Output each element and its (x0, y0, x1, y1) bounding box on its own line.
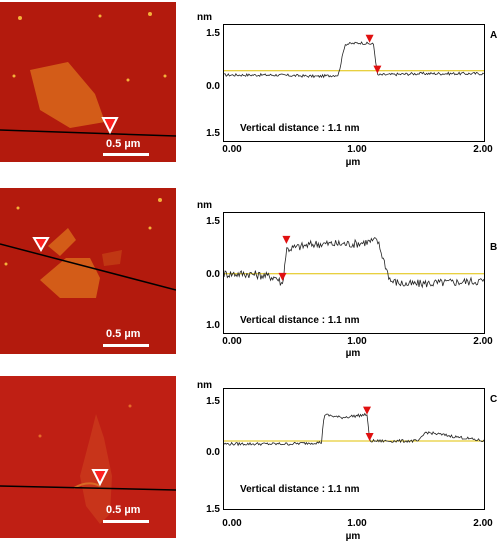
profile-plot-a: Vertical distance : 1.1 nm (223, 24, 485, 142)
cursor-marker (365, 433, 374, 441)
x-tick: 1.00 (347, 144, 367, 155)
x-tick: 1.00 (347, 336, 367, 347)
x-tick: 0.00 (222, 144, 242, 155)
height-profile-b (224, 235, 484, 289)
y-unit: nm (197, 12, 212, 23)
y-tick-top: 1.5 (206, 216, 220, 227)
profile-series-line (224, 41, 484, 79)
cursor-marker (282, 235, 291, 244)
profile-series-line (224, 237, 484, 289)
height-profile-a (224, 34, 484, 79)
afm-image-b: 0.5 µm (0, 188, 176, 354)
vertical-distance-label: Vertical distance : 1.1 nm (240, 123, 360, 134)
cursor-marker (363, 406, 371, 415)
scale-bar (103, 344, 149, 347)
vertical-distance-label: Vertical distance : 1.1 nm (240, 315, 360, 326)
y-tick-top: 1.5 (206, 28, 220, 39)
height-profile-c (224, 406, 484, 447)
x-tick: 2.00 (473, 518, 493, 529)
x-tick: 0.00 (222, 336, 242, 347)
x-tick: 1.00 (347, 518, 367, 529)
x-unit: µm (345, 531, 361, 542)
profile-plot-b: Vertical distance : 1.1 nm (223, 212, 485, 334)
y-tick-mid: 0.0 (206, 81, 220, 92)
scale-bar-label: 0.5 µm (106, 504, 141, 516)
scale-bar (103, 153, 149, 156)
profile-plot-c: Vertical distance : 1.1 nm (223, 388, 485, 510)
x-tick: 2.00 (473, 144, 493, 155)
vertical-distance-label: Vertical distance : 1.1 nm (240, 484, 360, 495)
y-tick-bottom: 1.5 (206, 128, 220, 139)
scale-bar-label: 0.5 µm (106, 328, 141, 340)
y-unit: nm (197, 380, 212, 391)
x-tick: 0.00 (222, 518, 242, 529)
panel-letter: B (490, 242, 498, 253)
panel-a: 0.5 µm nm 1.5 0.0 1.5 Vertical distance … (0, 0, 500, 180)
panel-letter: C (490, 394, 498, 405)
y-tick-mid: 0.0 (206, 269, 220, 280)
panel-b: 0.5 µm nm 1.5 0.0 1.0 Vertical distance … (0, 186, 500, 366)
profile-series-line (224, 412, 484, 447)
panel-letter: A (490, 30, 498, 41)
scale-bar-label: 0.5 µm (106, 138, 141, 150)
y-unit: nm (197, 200, 212, 211)
x-tick: 2.00 (473, 336, 493, 347)
afm-image-c: 0.5 µm (0, 376, 176, 538)
y-tick-top: 1.5 (206, 396, 220, 407)
cursor-marker (278, 272, 287, 281)
y-tick-bottom: 1.0 (206, 320, 220, 331)
y-tick-mid: 0.0 (206, 447, 220, 458)
afm-image-a: 0.5 µm (0, 2, 176, 162)
scale-bar (103, 520, 149, 523)
y-tick-bottom: 1.5 (206, 504, 220, 515)
cursor-marker (373, 65, 382, 74)
cursor-marker (365, 34, 374, 43)
x-unit: µm (345, 348, 361, 359)
panel-c: 0.5 µm nm 1.5 0.0 1.5 Vertical distance … (0, 374, 500, 544)
x-unit: µm (345, 157, 361, 168)
